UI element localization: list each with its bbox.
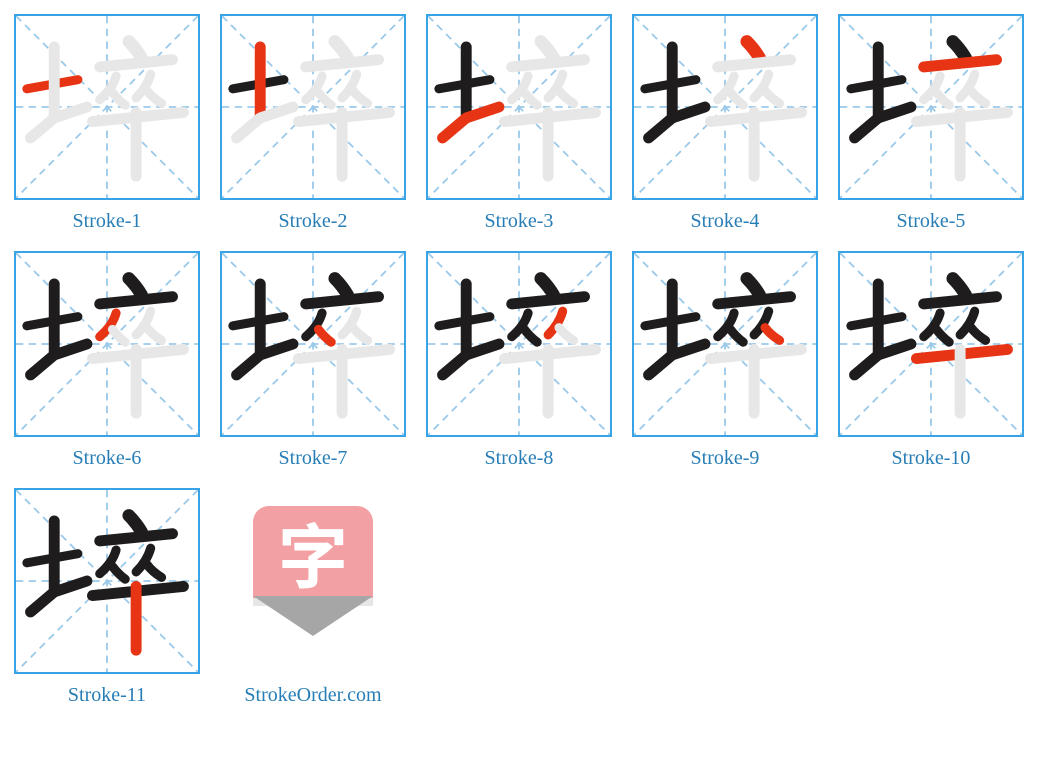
- stroke-label: Stroke-10: [892, 447, 971, 470]
- stroke-frame: [220, 14, 406, 200]
- stroke-frame: [14, 251, 200, 437]
- stroke-cell: Stroke-8: [426, 251, 612, 470]
- stroke-label: Stroke-3: [485, 210, 554, 233]
- stroke-frame: [838, 14, 1024, 200]
- logo-wrap: 字: [220, 488, 406, 674]
- stroke-cell: Stroke-9: [632, 251, 818, 470]
- stroke-label: Stroke-11: [68, 684, 146, 707]
- stroke-cell: Stroke-1: [14, 14, 200, 233]
- pencil-tip-icon: [253, 596, 373, 636]
- stroke-frame: [426, 14, 612, 200]
- stroke-cell: Stroke-7: [220, 251, 406, 470]
- stroke-cell: Stroke-11: [14, 488, 200, 707]
- stroke-label: Stroke-5: [897, 210, 966, 233]
- stroke-frame: [14, 14, 200, 200]
- stroke-frame: [426, 251, 612, 437]
- stroke-label: Stroke-1: [73, 210, 142, 233]
- stroke-label: Stroke-2: [279, 210, 348, 233]
- stroke-label: Stroke-6: [73, 447, 142, 470]
- logo-top: 字: [253, 506, 373, 598]
- logo-char: 字: [278, 502, 348, 603]
- stroke-cell: Stroke-5: [838, 14, 1024, 233]
- stroke-frame: [220, 251, 406, 437]
- stroke-frame: [632, 14, 818, 200]
- stroke-cell: Stroke-6: [14, 251, 200, 470]
- stroke-frame: [632, 251, 818, 437]
- stroke-label: Stroke-7: [279, 447, 348, 470]
- stroke-cell: Stroke-3: [426, 14, 612, 233]
- stroke-cell: Stroke-2: [220, 14, 406, 233]
- stroke-grid: Stroke-1 Stroke-2 Stroke-3 Stroke-4: [14, 14, 1036, 707]
- stroke-label: Stroke-4: [691, 210, 760, 233]
- site-logo: 字: [248, 506, 378, 656]
- stroke-frame: [14, 488, 200, 674]
- stroke-label: Stroke-9: [691, 447, 760, 470]
- stroke-label: Stroke-8: [485, 447, 554, 470]
- stroke-frame: [838, 251, 1024, 437]
- logo-cell: 字 StrokeOrder.com: [220, 488, 406, 707]
- site-name: StrokeOrder.com: [244, 684, 381, 707]
- stroke-cell: Stroke-4: [632, 14, 818, 233]
- stroke-cell: Stroke-10: [838, 251, 1024, 470]
